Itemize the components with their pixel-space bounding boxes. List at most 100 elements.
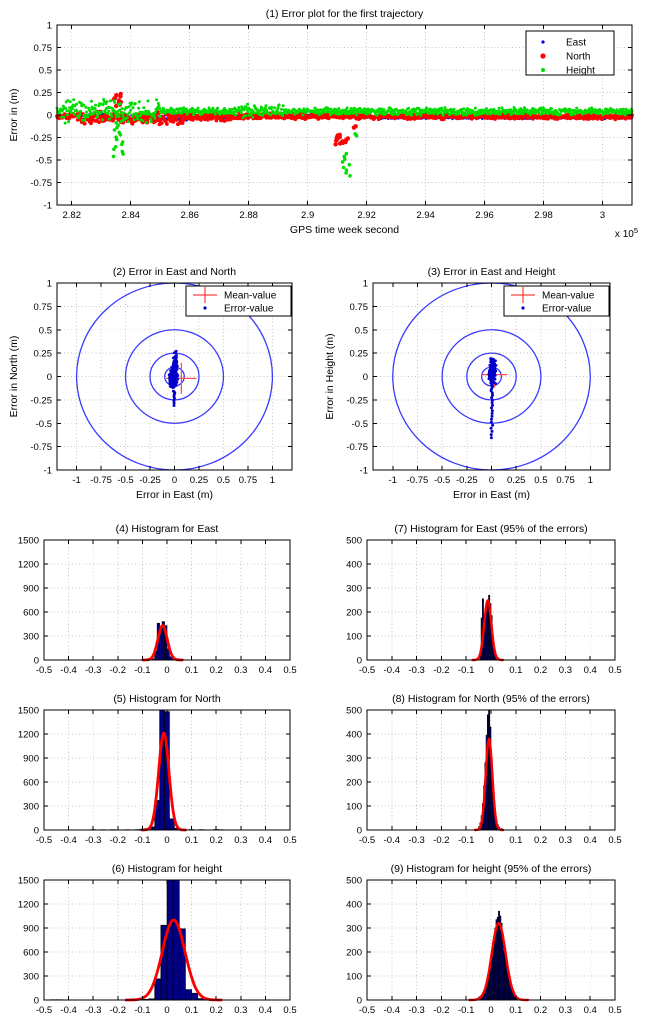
x-tick-label: -0.1 bbox=[458, 665, 474, 676]
x-tick-label: 2.92 bbox=[357, 210, 376, 221]
y-tick-label: 0 bbox=[34, 996, 39, 1007]
legend-box bbox=[185, 285, 292, 317]
histogram-bar bbox=[166, 879, 174, 1001]
legend-label: East bbox=[566, 38, 586, 49]
x-tick-label: 2.94 bbox=[416, 210, 435, 221]
y-tick-label: 1500 bbox=[18, 706, 39, 717]
x-tick-label: 0.4 bbox=[259, 665, 272, 676]
x-tick-label: -0.3 bbox=[85, 1005, 101, 1016]
chart-title: (6) Histogram for height bbox=[112, 863, 222, 875]
x-tick-label: 0.4 bbox=[584, 665, 597, 676]
y-tick-label: -0.75 bbox=[30, 442, 52, 453]
x-tick-label: -1 bbox=[389, 475, 397, 486]
y-tick-label: 1 bbox=[363, 279, 368, 290]
east-north-svg: -1 -0.75 -0.5 -0.25 0 0.25 0.5 0.75 1 -1 -0.75 -0.5… bbox=[8, 266, 293, 501]
error-points bbox=[487, 357, 498, 440]
x-tick-label: 0.1 bbox=[509, 1005, 522, 1016]
x-tick-label: -0.1 bbox=[458, 835, 474, 846]
y-tick-label: 200 bbox=[346, 948, 362, 959]
gaussian-fit-curve bbox=[468, 921, 530, 1002]
legend-box bbox=[525, 30, 615, 76]
gaussian-fit-curve bbox=[141, 624, 184, 662]
trajectory-error-svg: 2.82 2.84 2.86 2.88 2.9 2.92 2.94 2.96 2.98 3 -1 -0… bbox=[8, 8, 638, 240]
legend-label: Error-value bbox=[542, 304, 592, 315]
x-tick-label: -0.4 bbox=[60, 665, 76, 676]
y-tick-label: -0.75 bbox=[30, 178, 52, 189]
x-tick-label: -0.75 bbox=[407, 475, 429, 486]
scatter-east-height: -1 -0.75 -0.5 -0.25 0 0.25 0.5 0.75 1 -1 -0.75 -0.5… bbox=[324, 253, 650, 507]
x-tick-label: -0.5 bbox=[36, 835, 52, 846]
x-tick-label: 0.3 bbox=[234, 665, 247, 676]
x-tick-label: 0.1 bbox=[185, 835, 198, 846]
x-tick-label: -0.5 bbox=[36, 665, 52, 676]
axis-tick-labels: -0.5 -0.4 -0.3 -0.2 -0.1 0 0.1 0.2 0.3 0.4 0.5 0 300… bbox=[18, 876, 297, 1017]
legend: Mean-value Error-value bbox=[185, 285, 292, 317]
y-tick-label: -0.25 bbox=[346, 395, 368, 406]
axes-box bbox=[43, 879, 291, 1001]
x-tick-label: -0.2 bbox=[433, 835, 449, 846]
y-tick-label: 300 bbox=[346, 754, 362, 765]
x-tick-label: -0.4 bbox=[384, 835, 400, 846]
x-tick-label: 0.3 bbox=[559, 835, 572, 846]
x-tick-label: 2.98 bbox=[534, 210, 553, 221]
hist-north-svg: -0.5 -0.4 -0.3 -0.2 -0.1 0 0.1 0.2 0.3 0.4 0.5 0 300… bbox=[18, 693, 297, 846]
chart-title: (9) Histogram for height (95% of the err… bbox=[391, 863, 592, 875]
series-north bbox=[55, 91, 634, 147]
y-tick-label: 1200 bbox=[18, 900, 39, 911]
chart-title: (1) Error plot for the first trajectory bbox=[266, 8, 424, 20]
histogram-bar bbox=[191, 992, 199, 1001]
y-tick-label: -1 bbox=[44, 466, 52, 477]
axes-box bbox=[366, 709, 616, 831]
histogram-bar bbox=[154, 978, 162, 1001]
y-tick-label: 400 bbox=[346, 730, 362, 741]
y-tick-label: 500 bbox=[346, 706, 362, 717]
x-tick-label: -0.3 bbox=[85, 835, 101, 846]
y-tick-label: 1500 bbox=[18, 876, 39, 887]
legend-dot-marker bbox=[203, 306, 207, 310]
y-tick-label: 600 bbox=[23, 778, 39, 789]
legend-label: Height bbox=[566, 66, 595, 77]
x-tick-label: -0.3 bbox=[408, 835, 424, 846]
chart-title: (7) Histogram for East (95% of the error… bbox=[394, 523, 587, 535]
x-tick-label: 0.1 bbox=[185, 665, 198, 676]
y-tick-label: 1 bbox=[47, 279, 52, 290]
x-tick-label: 0.2 bbox=[534, 835, 547, 846]
y-tick-label: 0.5 bbox=[39, 325, 52, 336]
x-tick-label: 0.1 bbox=[509, 835, 522, 846]
axis-tick-labels: -0.5 -0.4 -0.3 -0.2 -0.1 0 0.1 0.2 0.3 0.4 0.5 0 300… bbox=[18, 536, 297, 677]
x-tick-label: 1 bbox=[588, 475, 593, 486]
y-tick-label: 1200 bbox=[18, 730, 39, 741]
x-tick-label: -0.5 bbox=[434, 475, 450, 486]
hist-north-95-svg: -0.5 -0.4 -0.3 -0.2 -0.1 0 0.1 0.2 0.3 0.4 0.5 0 100… bbox=[346, 693, 621, 846]
x-tick-label: -0.4 bbox=[384, 665, 400, 676]
legend: East North Height bbox=[525, 30, 615, 77]
histogram-east: -0.5 -0.4 -0.3 -0.2 -0.1 0 0.1 0.2 0.3 0.4 0.5 0 300… bbox=[0, 512, 325, 682]
x-tick-label: -0.5 bbox=[359, 835, 375, 846]
y-tick-label: 300 bbox=[346, 584, 362, 595]
legend-label: Error-value bbox=[224, 304, 274, 315]
legend-box bbox=[503, 285, 610, 317]
x-tick-label: 0.5 bbox=[283, 835, 296, 846]
x-tick-label: -0.2 bbox=[110, 835, 126, 846]
x-tick-label: -0.4 bbox=[384, 1005, 400, 1016]
histogram-north-95: -0.5 -0.4 -0.3 -0.2 -0.1 0 0.1 0.2 0.3 0.4 0.5 0 100… bbox=[325, 682, 650, 852]
x-tick-label: 0.4 bbox=[259, 1005, 272, 1016]
y-tick-label: 600 bbox=[23, 948, 39, 959]
legend-label: North bbox=[566, 52, 590, 63]
x-tick-label: 2.84 bbox=[121, 210, 140, 221]
x-tick-label: 1 bbox=[270, 475, 275, 486]
y-tick-label: 0.75 bbox=[34, 43, 53, 54]
x-tick-label: -0.4 bbox=[60, 1005, 76, 1016]
x-tick-label: 0.3 bbox=[559, 1005, 572, 1016]
y-tick-label: -1 bbox=[360, 466, 368, 477]
x-tick-label: -0.25 bbox=[456, 475, 478, 486]
x-tick-label: 0.2 bbox=[210, 665, 223, 676]
x-axis-label: Error in East (m) bbox=[136, 489, 213, 501]
chart-title: (8) Histogram for North (95% of the erro… bbox=[392, 693, 590, 705]
x-tick-label: 0.3 bbox=[559, 665, 572, 676]
x-axis-label: Error in East (m) bbox=[453, 489, 530, 501]
hist-east-95-svg: -0.5 -0.4 -0.3 -0.2 -0.1 0 0.1 0.2 0.3 0.4 0.5 0 100… bbox=[346, 523, 621, 676]
x-tick-label: 0.2 bbox=[534, 1005, 547, 1016]
legend: Mean-value Error-value bbox=[503, 285, 610, 317]
